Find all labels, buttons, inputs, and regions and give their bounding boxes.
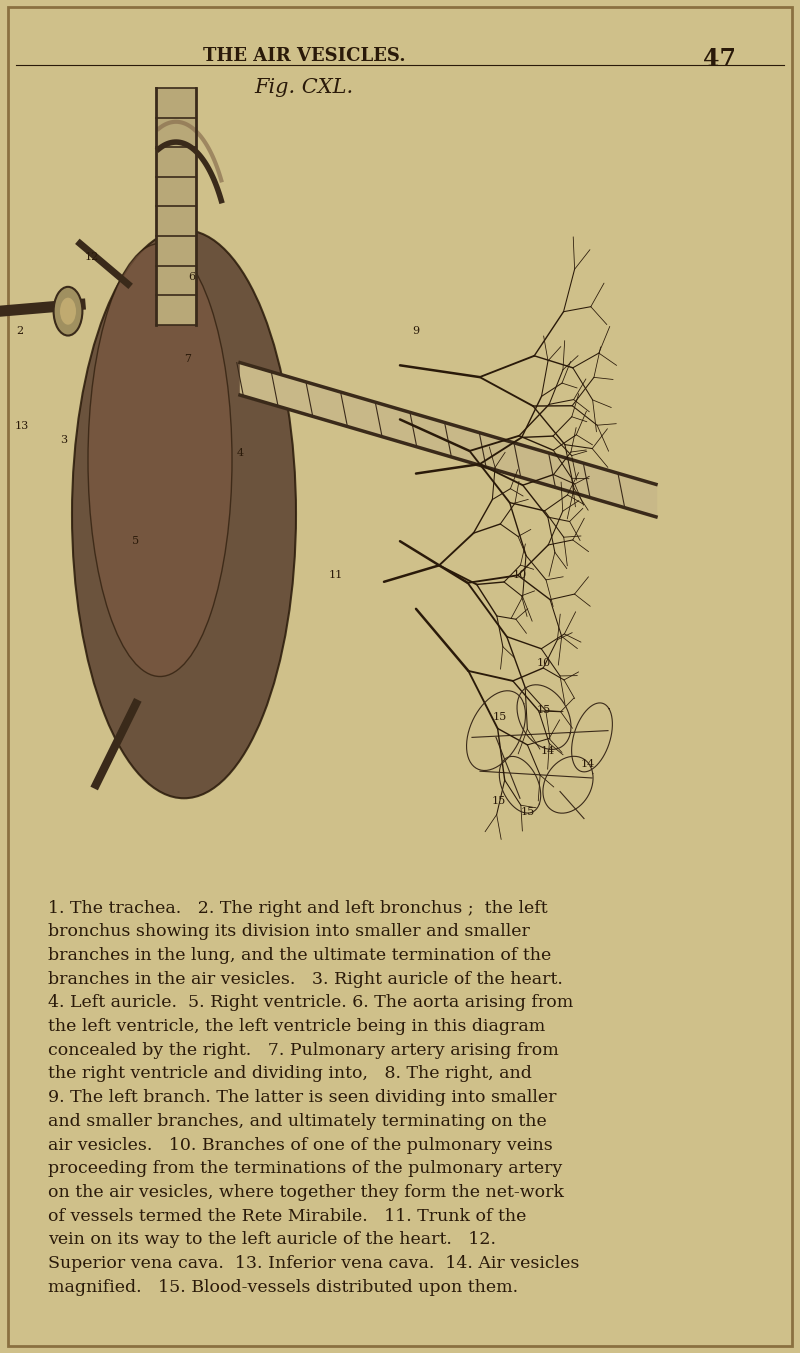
Text: 47: 47	[703, 47, 737, 72]
Text: 15: 15	[521, 806, 535, 817]
Text: 13: 13	[14, 421, 29, 432]
Text: 9: 9	[413, 326, 419, 337]
Ellipse shape	[88, 244, 232, 676]
Text: 14: 14	[541, 746, 555, 756]
Text: magnified.   15. Blood-vessels distributed upon them.: magnified. 15. Blood-vessels distributed…	[48, 1279, 518, 1296]
Text: branches in the lung, and the ultimate termination of the: branches in the lung, and the ultimate t…	[48, 947, 551, 965]
Text: 2: 2	[17, 326, 23, 337]
Ellipse shape	[72, 230, 296, 798]
Text: 12: 12	[85, 252, 99, 262]
Circle shape	[60, 298, 76, 325]
Text: air vesicles.   10. Branches of one of the pulmonary veins: air vesicles. 10. Branches of one of the…	[48, 1137, 553, 1154]
FancyBboxPatch shape	[8, 7, 792, 1346]
Text: THE AIR VESICLES.: THE AIR VESICLES.	[202, 47, 406, 65]
Text: concealed by the right.   7. Pulmonary artery arising from: concealed by the right. 7. Pulmonary art…	[48, 1042, 558, 1059]
Text: branches in the air vesicles.   3. Right auricle of the heart.: branches in the air vesicles. 3. Right a…	[48, 971, 563, 988]
Text: 14: 14	[581, 759, 595, 770]
Text: 7: 7	[185, 353, 191, 364]
Text: the right ventricle and dividing into,   8. The right, and: the right ventricle and dividing into, 8…	[48, 1066, 532, 1082]
Text: on the air vesicles, where together they form the net-work: on the air vesicles, where together they…	[48, 1184, 564, 1201]
Text: the left ventricle, the left ventricle being in this diagram: the left ventricle, the left ventricle b…	[48, 1019, 546, 1035]
Text: 11: 11	[329, 570, 343, 580]
Text: 9. The left branch. The latter is seen dividing into smaller: 9. The left branch. The latter is seen d…	[48, 1089, 557, 1107]
Text: 1. The trachea.   2. The right and left bronchus ;  the left: 1. The trachea. 2. The right and left br…	[48, 900, 548, 917]
Text: proceeding from the terminations of the pulmonary artery: proceeding from the terminations of the …	[48, 1161, 562, 1177]
Text: 15: 15	[537, 705, 551, 716]
Text: 3: 3	[61, 434, 67, 445]
Text: of vessels termed the Rete Mirabile.   11. Trunk of the: of vessels termed the Rete Mirabile. 11.…	[48, 1208, 526, 1224]
Text: 5: 5	[133, 536, 139, 547]
Text: vein on its way to the left auricle of the heart.   12.: vein on its way to the left auricle of t…	[48, 1231, 496, 1249]
Text: 6: 6	[189, 272, 195, 283]
Text: bronchus showing its division into smaller and smaller: bronchus showing its division into small…	[48, 924, 530, 940]
Text: 15: 15	[493, 712, 507, 723]
Text: 4. Left auricle.  5. Right ventricle. 6. The aorta arising from: 4. Left auricle. 5. Right ventricle. 6. …	[48, 994, 574, 1012]
Text: 10: 10	[537, 658, 551, 668]
Text: and smaller branches, and ultimately terminating on the: and smaller branches, and ultimately ter…	[48, 1112, 546, 1130]
Circle shape	[54, 287, 82, 336]
Text: 4: 4	[237, 448, 243, 459]
Text: Fig. CXL.: Fig. CXL.	[254, 78, 354, 97]
Text: 15: 15	[492, 796, 506, 806]
Text: 10: 10	[513, 570, 527, 580]
Text: Superior vena cava.  13. Inferior vena cava.  14. Air vesicles: Superior vena cava. 13. Inferior vena ca…	[48, 1256, 579, 1272]
FancyBboxPatch shape	[156, 88, 196, 325]
